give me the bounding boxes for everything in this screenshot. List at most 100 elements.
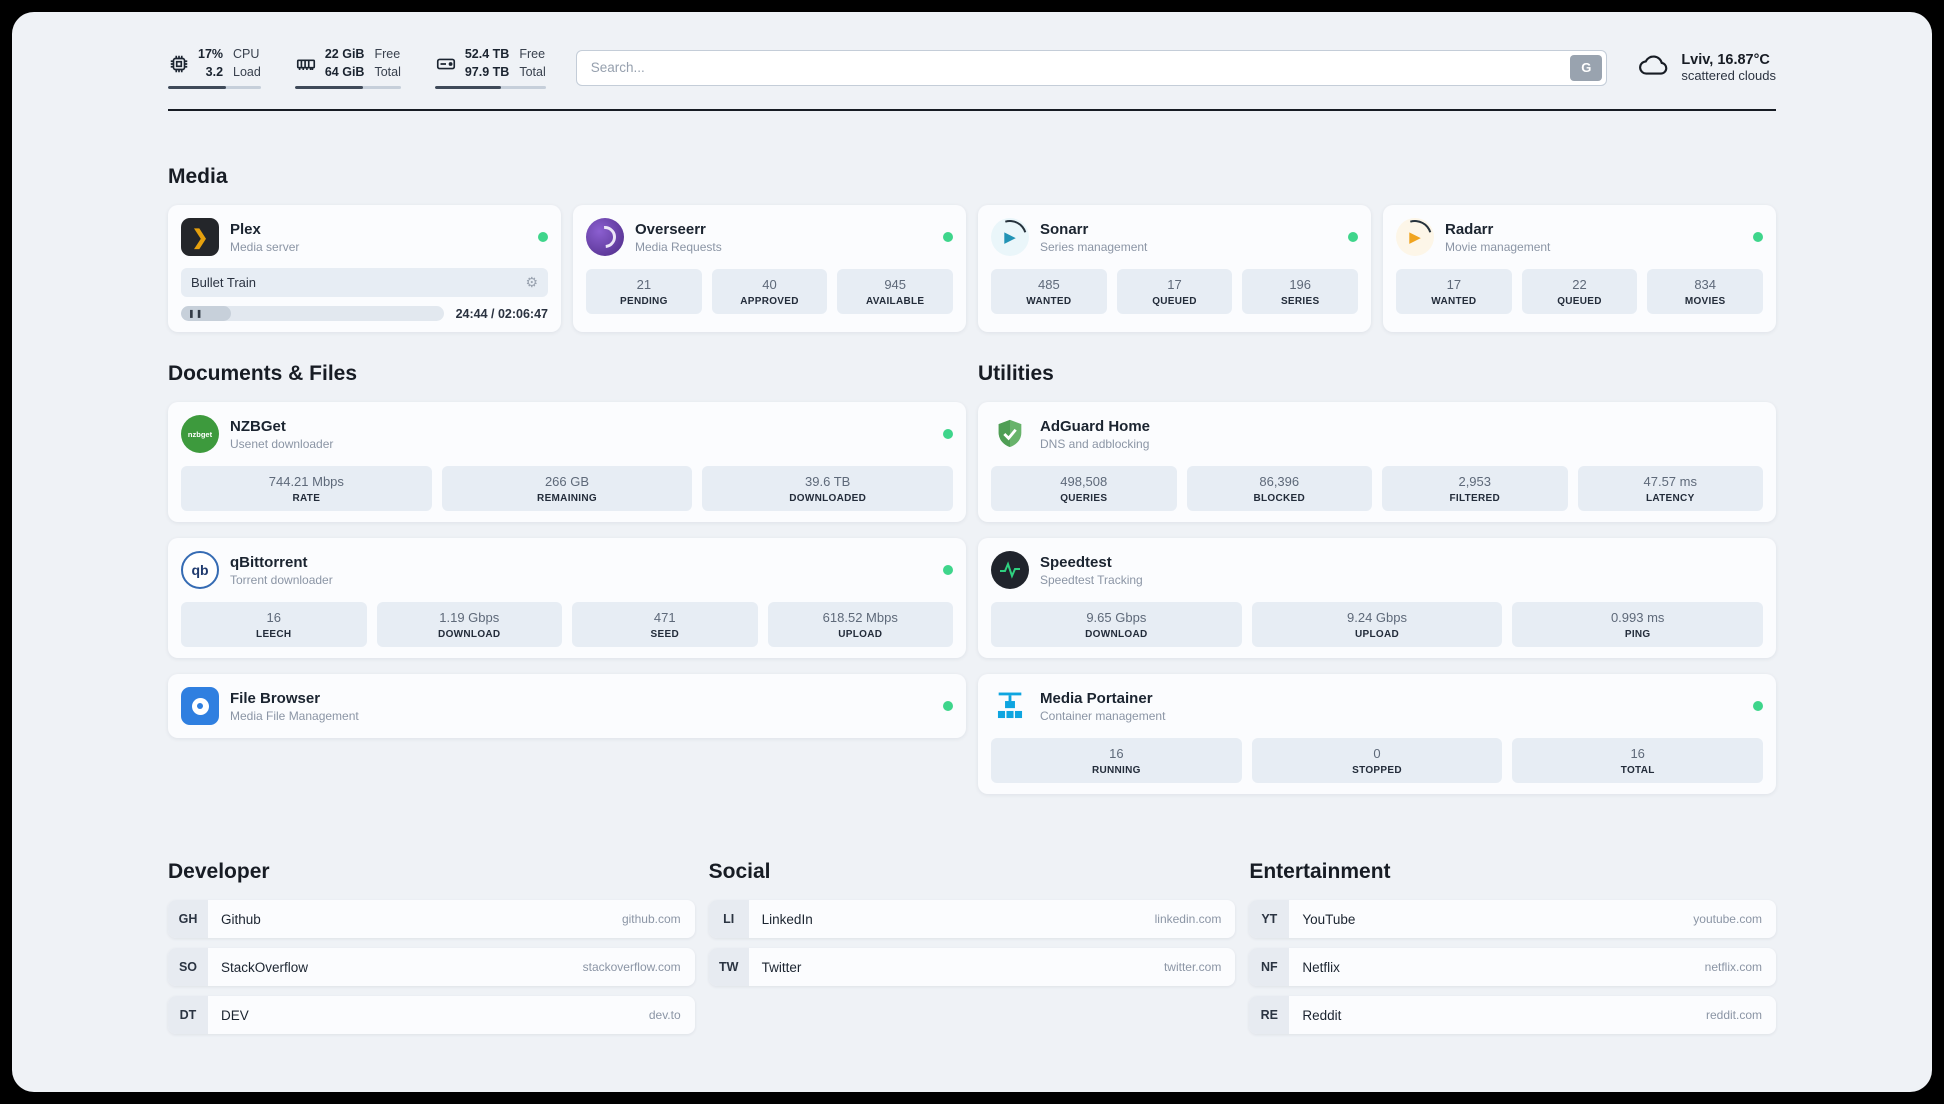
- stat-value: 17: [1446, 277, 1462, 292]
- search-engine-button[interactable]: G: [1570, 54, 1603, 81]
- playback-progress-row: ❚❚ 24:44 / 02:06:47: [181, 306, 548, 321]
- gear-icon[interactable]: ⚙: [525, 274, 538, 290]
- linkedin-icon: LI: [708, 900, 749, 938]
- hard-drive-icon: [435, 53, 457, 75]
- app-subtitle: DNS and adblocking: [1040, 436, 1150, 451]
- link-url: reddit.com: [1705, 1008, 1762, 1022]
- stat-label: BLOCKED: [1253, 493, 1306, 504]
- disk-free-label: Free: [519, 47, 546, 61]
- cpu-load-value: 3.2: [205, 64, 224, 79]
- stat-label: LATENCY: [1645, 493, 1695, 504]
- memory-icon: [295, 53, 317, 75]
- stat-value: 16: [266, 610, 281, 625]
- stat-tile: 744.21 Mbps RATE: [181, 466, 432, 511]
- link-name: YouTube: [1302, 911, 1356, 927]
- stat-tile: 9.24 Gbps UPLOAD: [1251, 602, 1503, 647]
- link-url: twitter.com: [1163, 960, 1222, 974]
- now-playing-row: Bullet Train ⚙: [181, 268, 548, 297]
- stat-label: UPLOAD: [1354, 629, 1400, 640]
- stat-value: 0.993 ms: [1610, 610, 1665, 625]
- app-card-portainer[interactable]: Media Portainer Container management 16 …: [978, 674, 1776, 794]
- stat-value: 196: [1289, 277, 1312, 292]
- link-dev[interactable]: DT DEV dev.to: [168, 996, 695, 1034]
- stat-tile: 0 STOPPED: [1251, 738, 1503, 783]
- app-card-qbittorrent[interactable]: qb qBittorrent Torrent downloader 16 LEE…: [168, 538, 966, 658]
- app-card-nzbget[interactable]: nzbget NZBGet Usenet downloader 744.21 M…: [168, 402, 966, 522]
- app-card-plex[interactable]: ❯ Plex Media server Bullet Train ⚙ ❚❚: [168, 205, 561, 332]
- cpu-usage-value: 17%: [198, 47, 224, 61]
- app-card-speedtest[interactable]: Speedtest Speedtest Tracking 9.65 Gbps D…: [978, 538, 1776, 658]
- stat-label: APPROVED: [740, 296, 799, 307]
- twitter-icon: TW: [708, 948, 749, 986]
- portainer-icon: [991, 687, 1029, 725]
- disk-total-label: Total: [519, 64, 546, 79]
- stat-label: QUERIES: [1060, 493, 1108, 504]
- app-card-sonarr[interactable]: ▶ Sonarr Series management 485 WANTED 17…: [978, 205, 1371, 332]
- stat-value: 9.65 Gbps: [1086, 610, 1147, 625]
- radarr-icon: ▶: [1396, 218, 1434, 256]
- stat-label: RUNNING: [1091, 765, 1141, 776]
- stat-tile: 86,396 BLOCKED: [1186, 466, 1372, 511]
- status-dot: [538, 232, 548, 242]
- weather-condition: scattered clouds: [1681, 68, 1776, 83]
- stat-tile: 17 QUEUED: [1116, 269, 1233, 314]
- dev-icon: DT: [168, 996, 208, 1034]
- disk-free-value: 52.4 TB: [464, 47, 510, 61]
- stat-label: LEECH: [256, 629, 292, 640]
- reddit-icon: RE: [1249, 996, 1290, 1034]
- app-name: Overseerr: [635, 220, 706, 238]
- ram-free-label: Free: [374, 47, 401, 61]
- adguard-shield-icon: [991, 415, 1029, 453]
- app-card-filebrowser[interactable]: File Browser Media File Management: [168, 674, 966, 738]
- stat-value: 47.57 ms: [1643, 474, 1697, 489]
- stat-value: 16: [1630, 746, 1645, 761]
- stat-tile: 16 TOTAL: [1512, 738, 1764, 783]
- documents-column: Documents & Files nzbget NZBGet Usenet d…: [168, 362, 966, 794]
- link-youtube[interactable]: YT YouTube youtube.com: [1249, 900, 1776, 938]
- stat-label: RATE: [292, 493, 321, 504]
- stat-value: 485: [1037, 277, 1060, 292]
- link-github[interactable]: GH Github github.com: [168, 900, 695, 938]
- stat-value: 744.21 Mbps: [268, 474, 344, 489]
- stat-label: MOVIES: [1684, 296, 1726, 307]
- link-reddit[interactable]: RE Reddit reddit.com: [1249, 996, 1776, 1034]
- weather-widget: Lviv, 16.87°C scattered clouds: [1637, 52, 1776, 83]
- qbittorrent-icon: qb: [181, 551, 219, 589]
- social-column: Social LI LinkedIn linkedin.com TW Twitt…: [708, 860, 1236, 1044]
- stat-tile: 17 WANTED: [1396, 269, 1512, 314]
- stat-value: 2,953: [1458, 474, 1492, 489]
- link-twitter[interactable]: TW Twitter twitter.com: [708, 948, 1236, 986]
- stat-tile: 471 SEED: [572, 602, 758, 647]
- stat-label: PENDING: [620, 296, 668, 307]
- link-linkedin[interactable]: LI LinkedIn linkedin.com: [708, 900, 1236, 938]
- search-input[interactable]: [575, 49, 1608, 86]
- playback-progress-bar[interactable]: ❚❚: [181, 306, 444, 321]
- stat-tile: 618.52 Mbps UPLOAD: [767, 602, 953, 647]
- stat-value: 266 GB: [544, 474, 590, 489]
- app-card-overseerr[interactable]: Overseerr Media Requests 21 PENDING 40 A…: [573, 205, 966, 332]
- link-url: netflix.com: [1704, 960, 1762, 974]
- stat-value: 39.6 TB: [805, 474, 851, 489]
- app-name: Radarr: [1445, 220, 1494, 238]
- ram-free-value: 22 GiB: [324, 47, 365, 61]
- link-netflix[interactable]: NF Netflix netflix.com: [1249, 948, 1776, 986]
- cloud-icon: [1637, 52, 1671, 83]
- stat-value: 0: [1373, 746, 1381, 761]
- app-card-adguard[interactable]: AdGuard Home DNS and adblocking 498,508 …: [978, 402, 1776, 522]
- link-url: linkedin.com: [1154, 912, 1222, 926]
- now-playing-title: Bullet Train: [191, 275, 257, 290]
- status-dot: [943, 232, 953, 242]
- link-stackoverflow[interactable]: SO StackOverflow stackoverflow.com: [168, 948, 695, 986]
- stat-tile: 834 MOVIES: [1647, 269, 1764, 314]
- pause-icon[interactable]: ❚❚: [188, 309, 204, 318]
- status-dot: [943, 701, 953, 711]
- status-dot: [1753, 701, 1763, 711]
- link-url: github.com: [621, 912, 681, 926]
- disk-total-value: 97.9 TB: [464, 64, 510, 79]
- stat-tile: 0.993 ms PING: [1512, 602, 1764, 647]
- app-card-radarr[interactable]: ▶ Radarr Movie management 17 WANTED 22 Q…: [1383, 205, 1776, 332]
- stat-value: 40: [762, 277, 777, 292]
- link-name: Github: [221, 911, 261, 927]
- status-dot: [943, 429, 953, 439]
- cpu-bar-fill: [168, 86, 226, 89]
